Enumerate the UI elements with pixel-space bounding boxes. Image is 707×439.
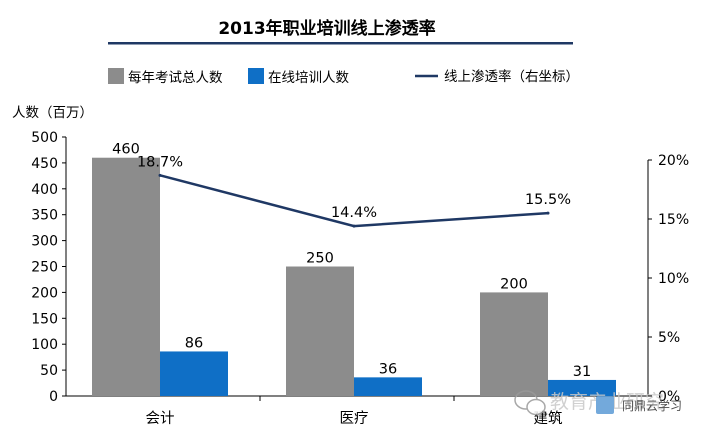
- watermark: 教育产业研究 同鼎云学习: [514, 390, 682, 416]
- bar-value-label: 200: [500, 276, 528, 292]
- bar-total-0: [92, 157, 160, 396]
- legend-label-online: 在线培训人数: [268, 70, 349, 86]
- y2-tick-label: 0%: [658, 389, 680, 405]
- bar-value-label: 36: [379, 361, 397, 377]
- y-tick-label: 200: [31, 285, 58, 301]
- bar-online-1: [354, 377, 422, 396]
- legend-item-online: 在线培训人数: [248, 68, 349, 86]
- y2-tick-label: 20%: [658, 153, 689, 169]
- legend-swatch-online: [248, 68, 264, 84]
- bar-online-0: [160, 351, 228, 396]
- bar-total-1: [286, 266, 354, 396]
- legend-item-total: 每年考试总人数: [108, 68, 223, 86]
- legend-item-rate: 线上渗透率（右坐标）: [415, 68, 579, 85]
- bar-value-label: 460: [112, 142, 140, 158]
- y2-tick-label: 10%: [658, 271, 689, 287]
- rate-line-layer: 18.7% 14.4% 15.5%: [137, 154, 571, 228]
- y-tick-label: 400: [31, 182, 58, 198]
- bar-value-labels: 460 86 250 36 200 31: [112, 142, 591, 380]
- rate-point: [158, 173, 162, 177]
- watermark-subtext: 同鼎云学习: [622, 398, 682, 413]
- legend-label-total: 每年考试总人数: [128, 70, 223, 86]
- y-tick-label: 0: [49, 389, 58, 405]
- title-underline: [108, 42, 573, 45]
- legend: 每年考试总人数 在线培训人数 线上渗透率（右坐标）: [108, 68, 579, 86]
- y-tick-label: 350: [31, 208, 58, 224]
- x-axis-ticks: 会计 医疗 建筑: [146, 396, 563, 427]
- bars: [92, 157, 616, 396]
- bar-value-label: 86: [185, 335, 203, 351]
- y-tick-label: 300: [31, 234, 58, 250]
- y-tick-label: 250: [31, 260, 58, 276]
- x-tick-label: 建筑: [534, 410, 563, 427]
- y-tick-label: 450: [31, 156, 58, 172]
- bar-total-2: [480, 292, 548, 396]
- chart-title: 2013年职业培训线上渗透率: [218, 18, 435, 39]
- y-axis-label: 人数（百万）: [12, 105, 93, 121]
- x-tick-label: 医疗: [340, 410, 369, 427]
- rate-point: [352, 224, 356, 228]
- wechat-icon: [514, 390, 546, 416]
- bar-value-label: 250: [306, 251, 334, 267]
- rate-label: 14.4%: [331, 205, 377, 221]
- y-tick-label: 500: [31, 130, 58, 146]
- rate-label: 15.5%: [525, 192, 571, 208]
- legend-swatch-total: [108, 68, 124, 84]
- y-tick-label: 50: [40, 363, 58, 379]
- y-tick-label: 150: [31, 311, 58, 327]
- rate-point: [546, 211, 550, 215]
- watermark-badge: [596, 396, 614, 414]
- bar-online-2: [548, 379, 616, 396]
- y2-tick-label: 15%: [658, 212, 689, 228]
- legend-label-rate: 线上渗透率（右坐标）: [444, 68, 579, 85]
- y-axis-ticks: 0 50 100 150 200 250 300 350 400 450 500: [31, 130, 66, 405]
- y-tick-label: 100: [31, 337, 58, 353]
- y2-axis-ticks: 0% 5% 10% 15% 20%: [648, 153, 689, 405]
- x-tick-label: 会计: [146, 410, 175, 427]
- rate-label: 18.7%: [137, 154, 183, 170]
- y2-tick-label: 5%: [658, 330, 680, 346]
- bar-value-label: 31: [573, 364, 591, 380]
